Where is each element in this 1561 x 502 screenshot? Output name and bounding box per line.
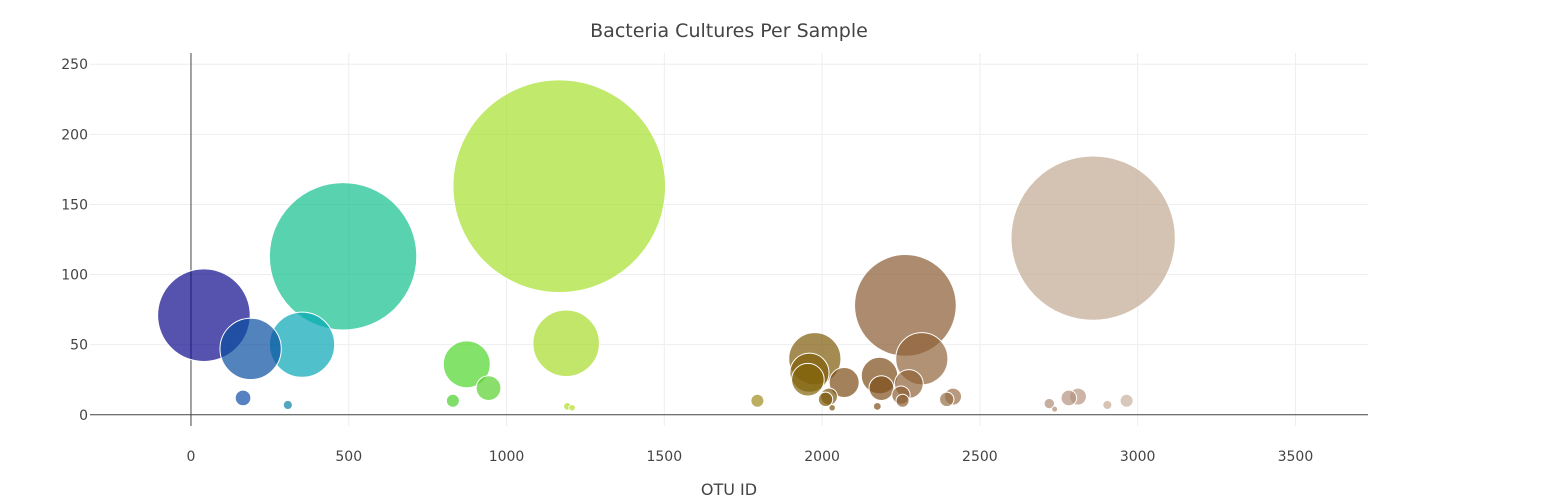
bubble-point[interactable] [283, 400, 292, 409]
bubble-point[interactable] [569, 405, 576, 412]
bubble-point[interactable] [896, 394, 909, 407]
bubble-point[interactable] [1120, 394, 1133, 407]
chart-title: Bacteria Cultures Per Sample [590, 20, 868, 42]
bubble-point[interactable] [792, 363, 825, 396]
bubble-point[interactable] [220, 318, 281, 379]
plot-area[interactable] [158, 80, 1176, 412]
bubble-point[interactable] [1052, 406, 1058, 412]
x-tick-label: 0 [187, 449, 196, 465]
x-tick-label: 1000 [489, 449, 525, 465]
y-tick-label: 250 [61, 57, 88, 73]
bubble-point[interactable] [940, 392, 954, 406]
bubble-point[interactable] [751, 394, 764, 407]
y-tick-label: 50 [70, 338, 88, 354]
bubble-point[interactable] [869, 376, 894, 401]
bubble-point[interactable] [1103, 400, 1112, 409]
bubble-point[interactable] [829, 405, 836, 412]
bubble-point[interactable] [446, 394, 459, 407]
x-axis-title: OTU ID [701, 480, 757, 499]
bubble-point[interactable] [269, 183, 416, 330]
bubble-point[interactable] [235, 390, 251, 406]
bubble-point[interactable] [533, 310, 600, 377]
y-tick-label: 0 [79, 408, 88, 424]
x-tick-label: 500 [335, 449, 362, 465]
bubble-point[interactable] [1011, 156, 1175, 320]
x-tick-label: 3000 [1120, 449, 1156, 465]
bubble-point[interactable] [1061, 390, 1077, 406]
y-tick-label: 150 [61, 197, 88, 213]
x-tick-label: 1500 [646, 449, 682, 465]
x-tick-label: 2000 [804, 449, 840, 465]
x-tick-label: 3500 [1278, 449, 1314, 465]
x-tick-label: 2500 [962, 449, 998, 465]
bubble-point[interactable] [453, 80, 666, 293]
bubble-point[interactable] [873, 402, 881, 410]
y-tick-label: 100 [61, 268, 88, 284]
bubble-point[interactable] [476, 376, 501, 401]
y-tick-label: 200 [61, 127, 88, 143]
